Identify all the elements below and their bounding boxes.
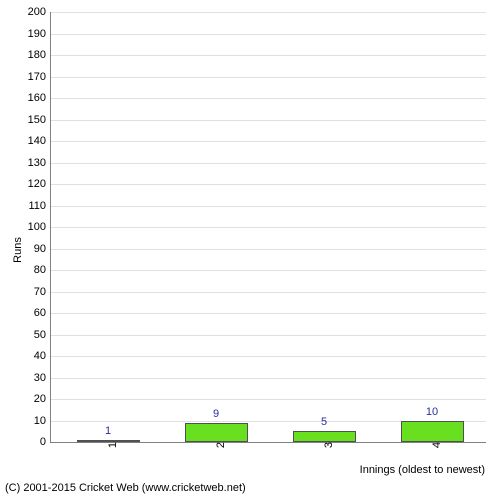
y-tick-label: 10 [16,415,46,427]
y-tick-label: 150 [16,114,46,126]
y-tick-label: 110 [16,200,46,212]
y-tick-label: 30 [16,372,46,384]
y-tick-label: 200 [16,6,46,18]
gridline [51,356,486,357]
copyright-text: (C) 2001-2015 Cricket Web (www.cricketwe… [5,482,246,494]
bar [185,423,248,442]
y-tick-label: 80 [16,264,46,276]
y-tick-label: 170 [16,71,46,83]
gridline [51,378,486,379]
x-axis-label: Innings (oldest to newest) [360,464,485,476]
y-tick-label: 90 [16,243,46,255]
y-tick-label: 160 [16,92,46,104]
gridline [51,120,486,121]
y-tick-label: 100 [16,221,46,233]
bar [401,421,464,443]
x-tick-label: 3 [323,442,335,448]
y-tick-label: 190 [16,28,46,40]
bar-value-label: 5 [321,416,327,428]
y-tick-label: 70 [16,286,46,298]
bar-value-label: 10 [426,406,438,418]
gridline [51,12,486,13]
plot-area: 1 9 5 10 [50,12,486,443]
gridline [51,335,486,336]
bar-value-label: 9 [213,408,219,420]
gridline [51,98,486,99]
y-tick-label: 140 [16,135,46,147]
gridline [51,249,486,250]
gridline [51,206,486,207]
bar [293,431,356,442]
gridline [51,292,486,293]
gridline [51,163,486,164]
gridline [51,227,486,228]
gridline [51,184,486,185]
chart-container: Runs 01020304050607080901001101201301401… [0,0,500,500]
y-tick-label: 40 [16,350,46,362]
y-tick-label: 0 [16,436,46,448]
bar-value-label: 1 [105,425,111,437]
x-tick-label: 4 [431,442,443,448]
x-tick-label: 2 [215,442,227,448]
gridline [51,141,486,142]
y-tick-label: 120 [16,178,46,190]
gridline [51,399,486,400]
y-tick-label: 60 [16,307,46,319]
y-tick-label: 20 [16,393,46,405]
gridline [51,77,486,78]
gridline [51,34,486,35]
x-tick-label: 1 [107,442,119,448]
gridline [51,270,486,271]
y-tick-label: 180 [16,49,46,61]
y-tick-label: 130 [16,157,46,169]
gridline [51,55,486,56]
y-tick-label: 50 [16,329,46,341]
gridline [51,313,486,314]
